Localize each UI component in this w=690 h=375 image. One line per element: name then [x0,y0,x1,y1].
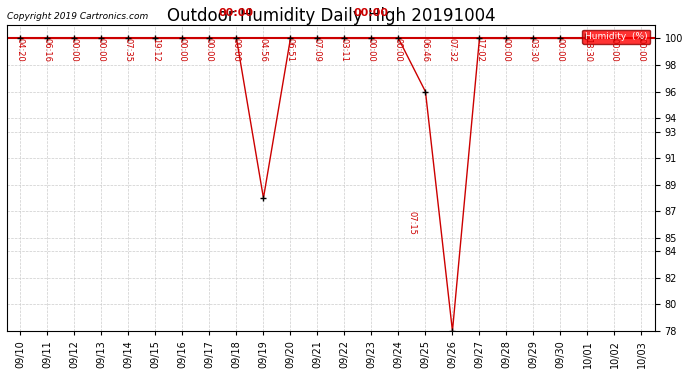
Legend: Humidity  (%): Humidity (%) [582,30,651,44]
Text: 19:12: 19:12 [151,38,160,62]
Text: 00:00: 00:00 [178,38,187,62]
Text: 03:11: 03:11 [340,38,349,62]
Text: 07:15: 07:15 [408,211,417,235]
Text: 13:30: 13:30 [583,38,592,62]
Text: 07:35: 07:35 [124,38,133,62]
Text: 17:02: 17:02 [475,38,484,62]
Text: 06:46: 06:46 [421,38,430,62]
Text: 00:00: 00:00 [205,38,214,62]
Text: 00:00: 00:00 [367,38,376,62]
Text: 00:00: 00:00 [97,38,106,62]
Text: 00:00: 00:00 [394,38,403,62]
Text: 00:00: 00:00 [556,38,565,62]
Text: 00:00: 00:00 [502,38,511,62]
Text: 03:30: 03:30 [529,38,538,62]
Text: 04:20: 04:20 [16,38,25,62]
Text: 00:00: 00:00 [232,38,241,62]
Text: 00:00: 00:00 [354,9,389,18]
Text: 00:00: 00:00 [219,9,254,18]
Text: 04:56: 04:56 [259,38,268,62]
Text: Copyright 2019 Cartronics.com: Copyright 2019 Cartronics.com [7,12,148,21]
Text: 06:16: 06:16 [43,38,52,62]
Title: Outdoor Humidity Daily High 20191004: Outdoor Humidity Daily High 20191004 [167,7,495,25]
Text: 07:09: 07:09 [313,38,322,62]
Text: 06:51: 06:51 [286,38,295,62]
Text: 07:32: 07:32 [448,38,457,62]
Text: 00:00: 00:00 [637,38,646,62]
Text: 00:00: 00:00 [610,38,619,62]
Text: 00:00: 00:00 [70,38,79,62]
